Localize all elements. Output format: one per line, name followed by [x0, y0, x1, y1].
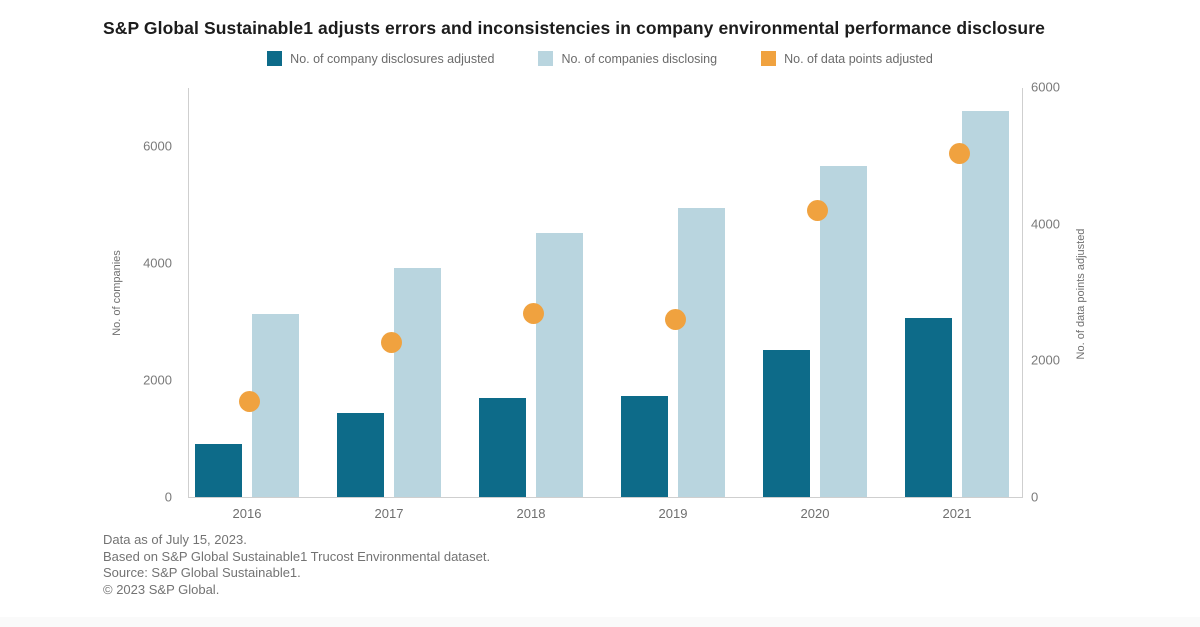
bar-companies-disclosing — [536, 233, 583, 497]
footnote-line: © 2023 S&P Global. — [103, 581, 220, 597]
chart-footnote: Data as of July 15, 2023. Based on S&P G… — [103, 532, 490, 598]
bar-company-disclosures-adjusted — [621, 396, 668, 497]
bar-companies-disclosing — [252, 313, 299, 497]
bar-company-disclosures-adjusted — [905, 317, 952, 497]
left-axis-tick-label: 4000 — [143, 255, 172, 271]
bar-company-disclosures-adjusted — [195, 444, 242, 497]
bar-group-2017 — [337, 88, 441, 497]
bar-group-2021 — [905, 88, 1009, 497]
legend-item-data-points-adjusted: No. of data points adjusted — [761, 51, 933, 66]
right-axis-tick-label: 4000 — [1031, 216, 1060, 232]
bar-companies-disclosing — [394, 268, 441, 497]
x-axis-tick-label: 2019 — [658, 506, 688, 521]
footnote-line: Data as of July 15, 2023. — [103, 532, 247, 547]
legend-label: No. of companies disclosing — [561, 51, 718, 66]
legend-swatch-dark-teal-icon — [267, 51, 283, 66]
x-axis-tick-label: 2018 — [516, 506, 546, 521]
left-axis-tick-label: 0 — [164, 489, 172, 505]
bar-company-disclosures-adjusted — [763, 350, 810, 497]
footnote-line: Based on S&P Global Sustainable1 Trucost… — [103, 548, 491, 564]
left-axis-tick-label: 6000 — [143, 138, 172, 154]
dot-data-points-adjusted — [238, 390, 260, 412]
legend-item-company-disclosures-adjusted: No. of company disclosures adjusted — [267, 51, 494, 66]
right-axis-tick-label: 0 — [1031, 489, 1039, 505]
x-axis-tick-label: 2016 — [232, 506, 262, 521]
bar-company-disclosures-adjusted — [337, 412, 384, 497]
dot-data-points-adjusted — [948, 143, 970, 165]
legend-swatch-orange-icon — [761, 51, 777, 66]
legend-item-companies-disclosing: No. of companies disclosing — [538, 51, 717, 66]
page-bottom-strip — [0, 617, 1200, 627]
right-axis-title: No. of data points adjusted — [1075, 228, 1087, 360]
bar-group-2016 — [195, 88, 299, 497]
legend-label: No. of data points adjusted — [784, 51, 933, 66]
dot-data-points-adjusted — [380, 332, 402, 354]
bar-companies-disclosing — [962, 111, 1009, 497]
left-axis-tick-label: 2000 — [143, 372, 172, 388]
plot-area: 2016 2017 2018 2019 2020 2021 0 2000 4000 6000 0 20… — [143, 80, 1060, 522]
legend-swatch-light-blue-icon — [538, 51, 554, 66]
chart-title: S&P Global Sustainable1 adjusts errors a… — [103, 18, 1045, 38]
x-axis-tick-label: 2020 — [800, 506, 830, 521]
bar-company-disclosures-adjusted — [479, 398, 526, 497]
right-axis-tick-label: 2000 — [1031, 352, 1060, 368]
bar-companies-disclosing — [678, 208, 725, 497]
x-axis-tick-label: 2021 — [942, 506, 972, 521]
dot-data-points-adjusted — [522, 303, 544, 325]
footnote-line: Source: S&P Global Sustainable1. — [103, 565, 301, 580]
bar-group-2020 — [763, 88, 867, 497]
dot-data-points-adjusted — [664, 308, 686, 330]
right-axis-tick-label: 6000 — [1031, 79, 1060, 95]
bar-group-2018 — [479, 88, 583, 497]
left-axis-title: No. of companies — [111, 250, 123, 336]
chart-legend: No. of company disclosures adjusted No. … — [0, 51, 1200, 66]
dot-data-points-adjusted — [806, 200, 828, 222]
legend-label: No. of company disclosures adjusted — [290, 51, 495, 66]
x-axis-tick-label: 2017 — [374, 506, 404, 521]
bar-companies-disclosing — [820, 165, 867, 497]
bar-group-2019 — [621, 88, 725, 497]
